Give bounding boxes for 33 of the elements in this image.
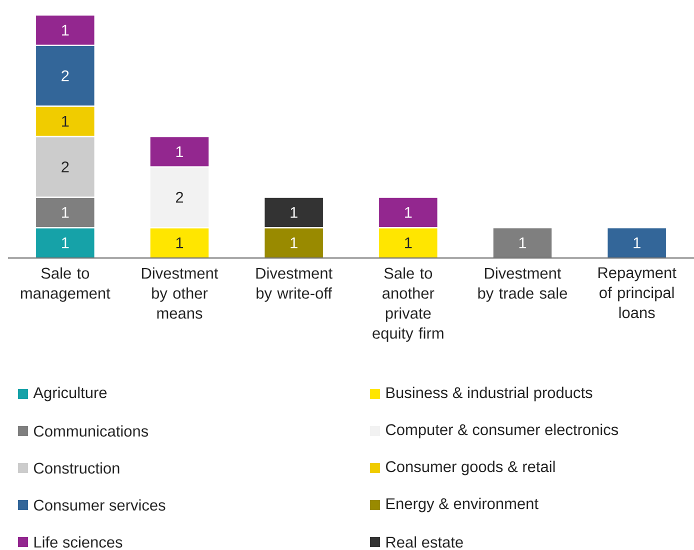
- data-label: 1: [176, 146, 184, 158]
- legend-label: Computer & consumer electronics: [386, 424, 618, 438]
- data-label: 2: [62, 161, 69, 172]
- data-label: 2: [176, 192, 184, 203]
- legend-label: Life sciences: [34, 536, 122, 548]
- legend-label: Agriculture: [33, 386, 107, 402]
- bar: [492, 227, 553, 259]
- data-label: 1: [62, 207, 69, 218]
- legend-label: Consumer goods & retail: [386, 460, 555, 476]
- x-tick-label: Sale to another private equity firm: [372, 267, 444, 342]
- legend-label: Business & industrial products: [386, 386, 592, 402]
- data-label: 1: [290, 237, 298, 248]
- data-label: 1: [405, 237, 412, 248]
- legend-label: Consumer services: [34, 499, 166, 511]
- x-tick-label: Divestment by other means: [142, 267, 218, 319]
- data-label: 1: [405, 207, 412, 218]
- data-label: 1: [290, 207, 298, 218]
- x-tick-label: Divestment by write-off: [256, 267, 332, 302]
- bar: [606, 227, 668, 259]
- data-label: 1: [176, 237, 184, 248]
- data-label: 1: [519, 237, 526, 248]
- legend-label: Energy & environment: [386, 498, 538, 512]
- x-tick-label: Divestment by trade sale: [478, 267, 568, 302]
- data-label: 1: [634, 237, 640, 248]
- x-tick-label: Sale to management: [20, 267, 110, 302]
- data-label: 2: [62, 70, 69, 82]
- legend-label: Communications: [34, 425, 148, 437]
- legend-label: Construction: [34, 462, 120, 474]
- legend-label: Real estate: [386, 536, 463, 548]
- data-label: 1: [62, 237, 69, 248]
- data-label: 1: [62, 116, 69, 127]
- data-label: 1: [62, 24, 69, 36]
- x-tick-label: Repayment of principal loans: [598, 267, 676, 318]
